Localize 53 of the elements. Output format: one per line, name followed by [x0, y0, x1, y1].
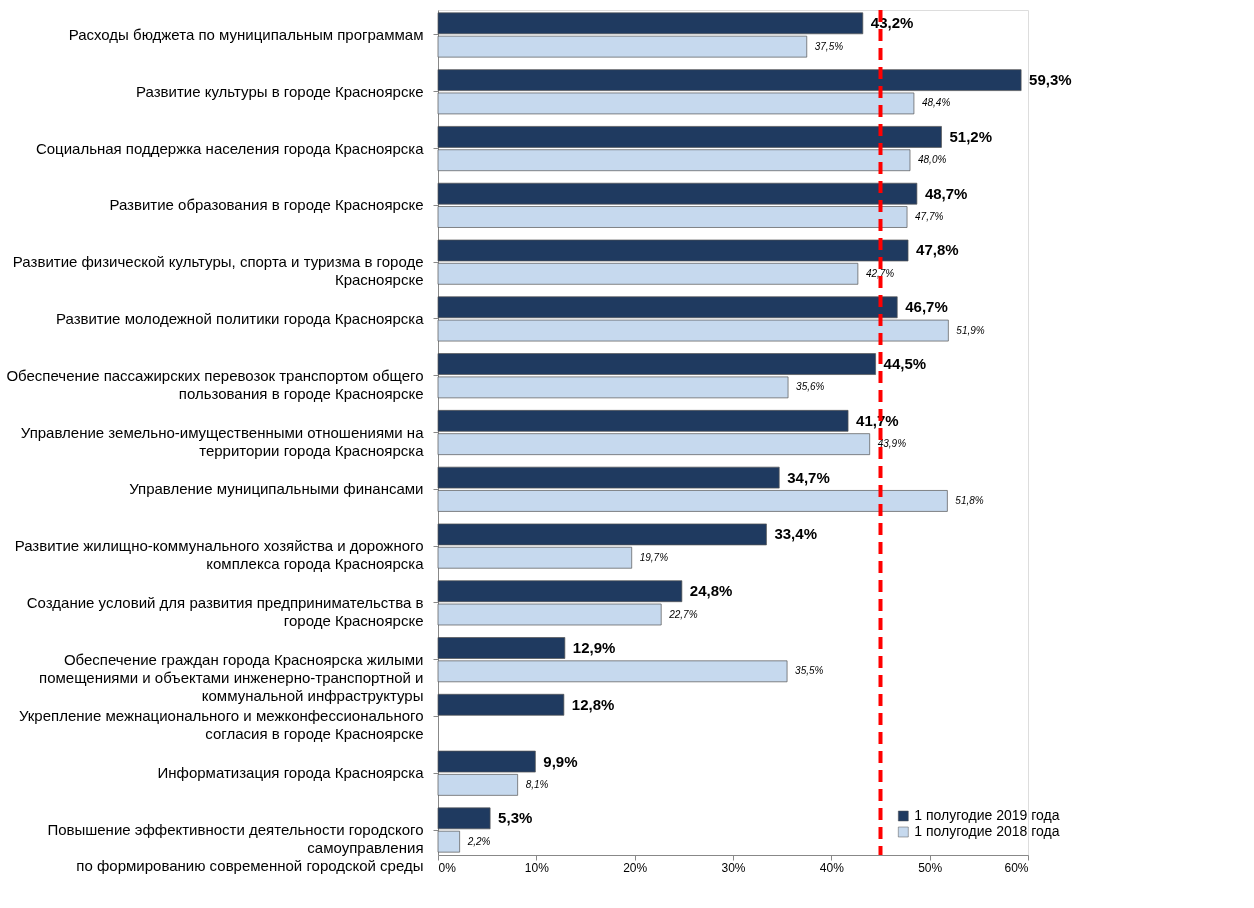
data-label: 35,5%: [795, 665, 824, 677]
y-tick-label: Развитие молодежной политики города Красноярска: [55, 309, 425, 327]
x-tick-label: 40%: [819, 860, 845, 875]
y-tick-label: Развитие культуры в городе Красноярске: [136, 82, 424, 100]
y-tick-label: Управление земельно-имущественными отношениями на территории города Красноярска: [20, 423, 425, 459]
data-label: 48,4%: [921, 97, 951, 109]
y-tick-label: Управление муниципальными финансами: [129, 480, 424, 498]
y-tick-label: Информатизация города Красноярска: [157, 764, 425, 782]
y-tick-label: Обеспечение пассажирских перевозок транспортом общего пользования в городе Красноярске: [6, 366, 424, 402]
data-label: 59,3%: [1029, 71, 1072, 89]
data-label: 43,9%: [877, 438, 907, 450]
y-tick-label: Повышение эффективности деятельности городского самоуправления по формированию современной городской среды: [47, 821, 424, 875]
y-tick-label: Развитие жилищно-коммунального хозяйства и дорожного комплекса города Красноярска: [14, 537, 425, 573]
data-label: 43,2%: [870, 14, 914, 32]
data-label: 34,7%: [787, 468, 830, 486]
data-label: 47,8%: [916, 241, 959, 259]
legend-label: 1 полугодие 2018 года: [914, 823, 1060, 839]
data-label: 44,5%: [883, 355, 927, 373]
data-label: 35,6%: [796, 381, 825, 393]
y-tick-label: Развитие физической культуры, спорта и туризма в городе Красноярске: [12, 253, 424, 289]
data-label: 37,5%: [814, 40, 844, 52]
y-tick-label: Социальная поддержка населения города Красноярска: [35, 139, 425, 157]
data-label: 2,2%: [466, 835, 491, 847]
x-tick-label: 10%: [524, 860, 550, 875]
data-label: 8,1%: [525, 778, 549, 790]
x-tick-label: 20%: [623, 860, 648, 875]
data-label: 33,4%: [774, 525, 817, 543]
data-label: 19,7%: [639, 551, 669, 563]
data-label: 51,2%: [949, 127, 993, 145]
y-tick-label: Обеспечение граждан города Красноярска жилыми помещениями и объектами инженерно-транспортной и коммунальной инфраструктуры: [39, 650, 424, 704]
y-tick-label: Укрепление межнационального и межконфессионального согласия в городе Красноярске: [18, 707, 424, 743]
data-label: 12,8%: [571, 695, 615, 713]
y-tick-label: Расходы бюджета по муниципальным программам: [68, 25, 424, 43]
data-label: 42,7%: [865, 267, 895, 279]
data-label: 48,0%: [918, 154, 947, 166]
data-label: 46,7%: [905, 298, 948, 316]
y-tick-label: Развитие образования в городе Красноярске: [109, 196, 424, 214]
y-tick-label: Создание условий для развития предпринимательства в городе Красноярске: [26, 593, 424, 629]
data-label: 24,8%: [689, 582, 733, 600]
x-tick-label: 0%: [438, 860, 457, 875]
x-tick-label: 60%: [1004, 860, 1029, 875]
data-label: 51,8%: [955, 494, 984, 506]
data-label: 5,3%: [498, 809, 533, 827]
data-label: 12,9%: [572, 638, 616, 656]
data-label: 22,7%: [668, 608, 698, 620]
x-tick-label: 30%: [721, 860, 746, 875]
x-tick-label: 50%: [918, 860, 943, 875]
data-label: 9,9%: [543, 752, 578, 770]
data-label: 48,7%: [924, 184, 968, 202]
data-label: 41,7%: [856, 411, 899, 429]
data-label: 47,7%: [915, 211, 944, 223]
data-label: 51,9%: [956, 324, 985, 336]
legend-label: 1 полугодие 2019 года: [914, 807, 1060, 823]
